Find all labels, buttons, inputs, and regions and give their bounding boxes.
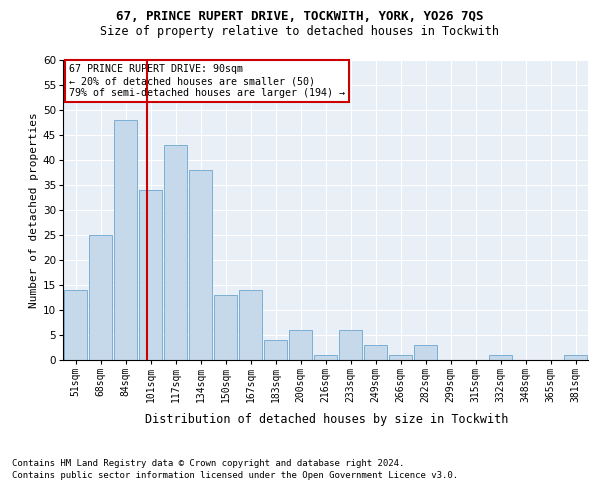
Text: 67, PRINCE RUPERT DRIVE, TOCKWITH, YORK, YO26 7QS: 67, PRINCE RUPERT DRIVE, TOCKWITH, YORK,… <box>116 10 484 23</box>
Bar <box>413 345 437 360</box>
Bar <box>314 355 337 360</box>
Text: Distribution of detached houses by size in Tockwith: Distribution of detached houses by size … <box>145 412 509 426</box>
Bar <box>188 170 212 360</box>
Bar <box>239 290 262 360</box>
Y-axis label: Number of detached properties: Number of detached properties <box>29 112 38 308</box>
Bar <box>563 355 587 360</box>
Bar <box>164 145 187 360</box>
Bar <box>364 345 388 360</box>
Bar <box>214 295 238 360</box>
Text: Size of property relative to detached houses in Tockwith: Size of property relative to detached ho… <box>101 25 499 38</box>
Bar <box>488 355 512 360</box>
Bar <box>139 190 163 360</box>
Text: Contains public sector information licensed under the Open Government Licence v3: Contains public sector information licen… <box>12 471 458 480</box>
Bar <box>389 355 412 360</box>
Bar <box>89 235 112 360</box>
Text: 67 PRINCE RUPERT DRIVE: 90sqm
← 20% of detached houses are smaller (50)
79% of s: 67 PRINCE RUPERT DRIVE: 90sqm ← 20% of d… <box>70 64 346 98</box>
Bar <box>263 340 287 360</box>
Text: Contains HM Land Registry data © Crown copyright and database right 2024.: Contains HM Land Registry data © Crown c… <box>12 458 404 468</box>
Bar <box>338 330 362 360</box>
Bar <box>64 290 88 360</box>
Bar <box>113 120 137 360</box>
Bar <box>289 330 313 360</box>
